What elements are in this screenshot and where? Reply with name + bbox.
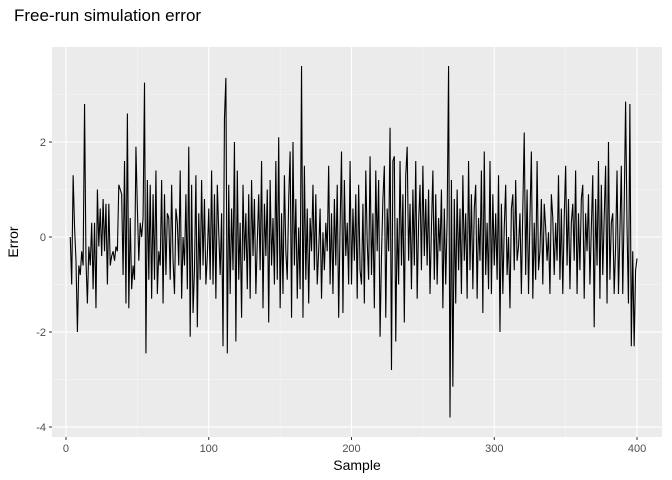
y-tick-label: -2 (36, 327, 46, 339)
y-tick-label: 2 (40, 137, 46, 149)
y-tick-label: -4 (36, 422, 46, 434)
y-tick-label: 0 (40, 232, 46, 244)
x-tick-label: 100 (200, 443, 218, 455)
y-axis-title: Error (5, 226, 21, 257)
x-tick-label: 200 (342, 443, 360, 455)
x-tick-label: 400 (628, 443, 646, 455)
x-tick-label: 0 (63, 443, 69, 455)
chart-title: Free-run simulation error (14, 6, 201, 25)
x-axis-title: Sample (333, 457, 381, 473)
series-line (69, 65, 638, 418)
x-tick-label: 300 (485, 443, 503, 455)
